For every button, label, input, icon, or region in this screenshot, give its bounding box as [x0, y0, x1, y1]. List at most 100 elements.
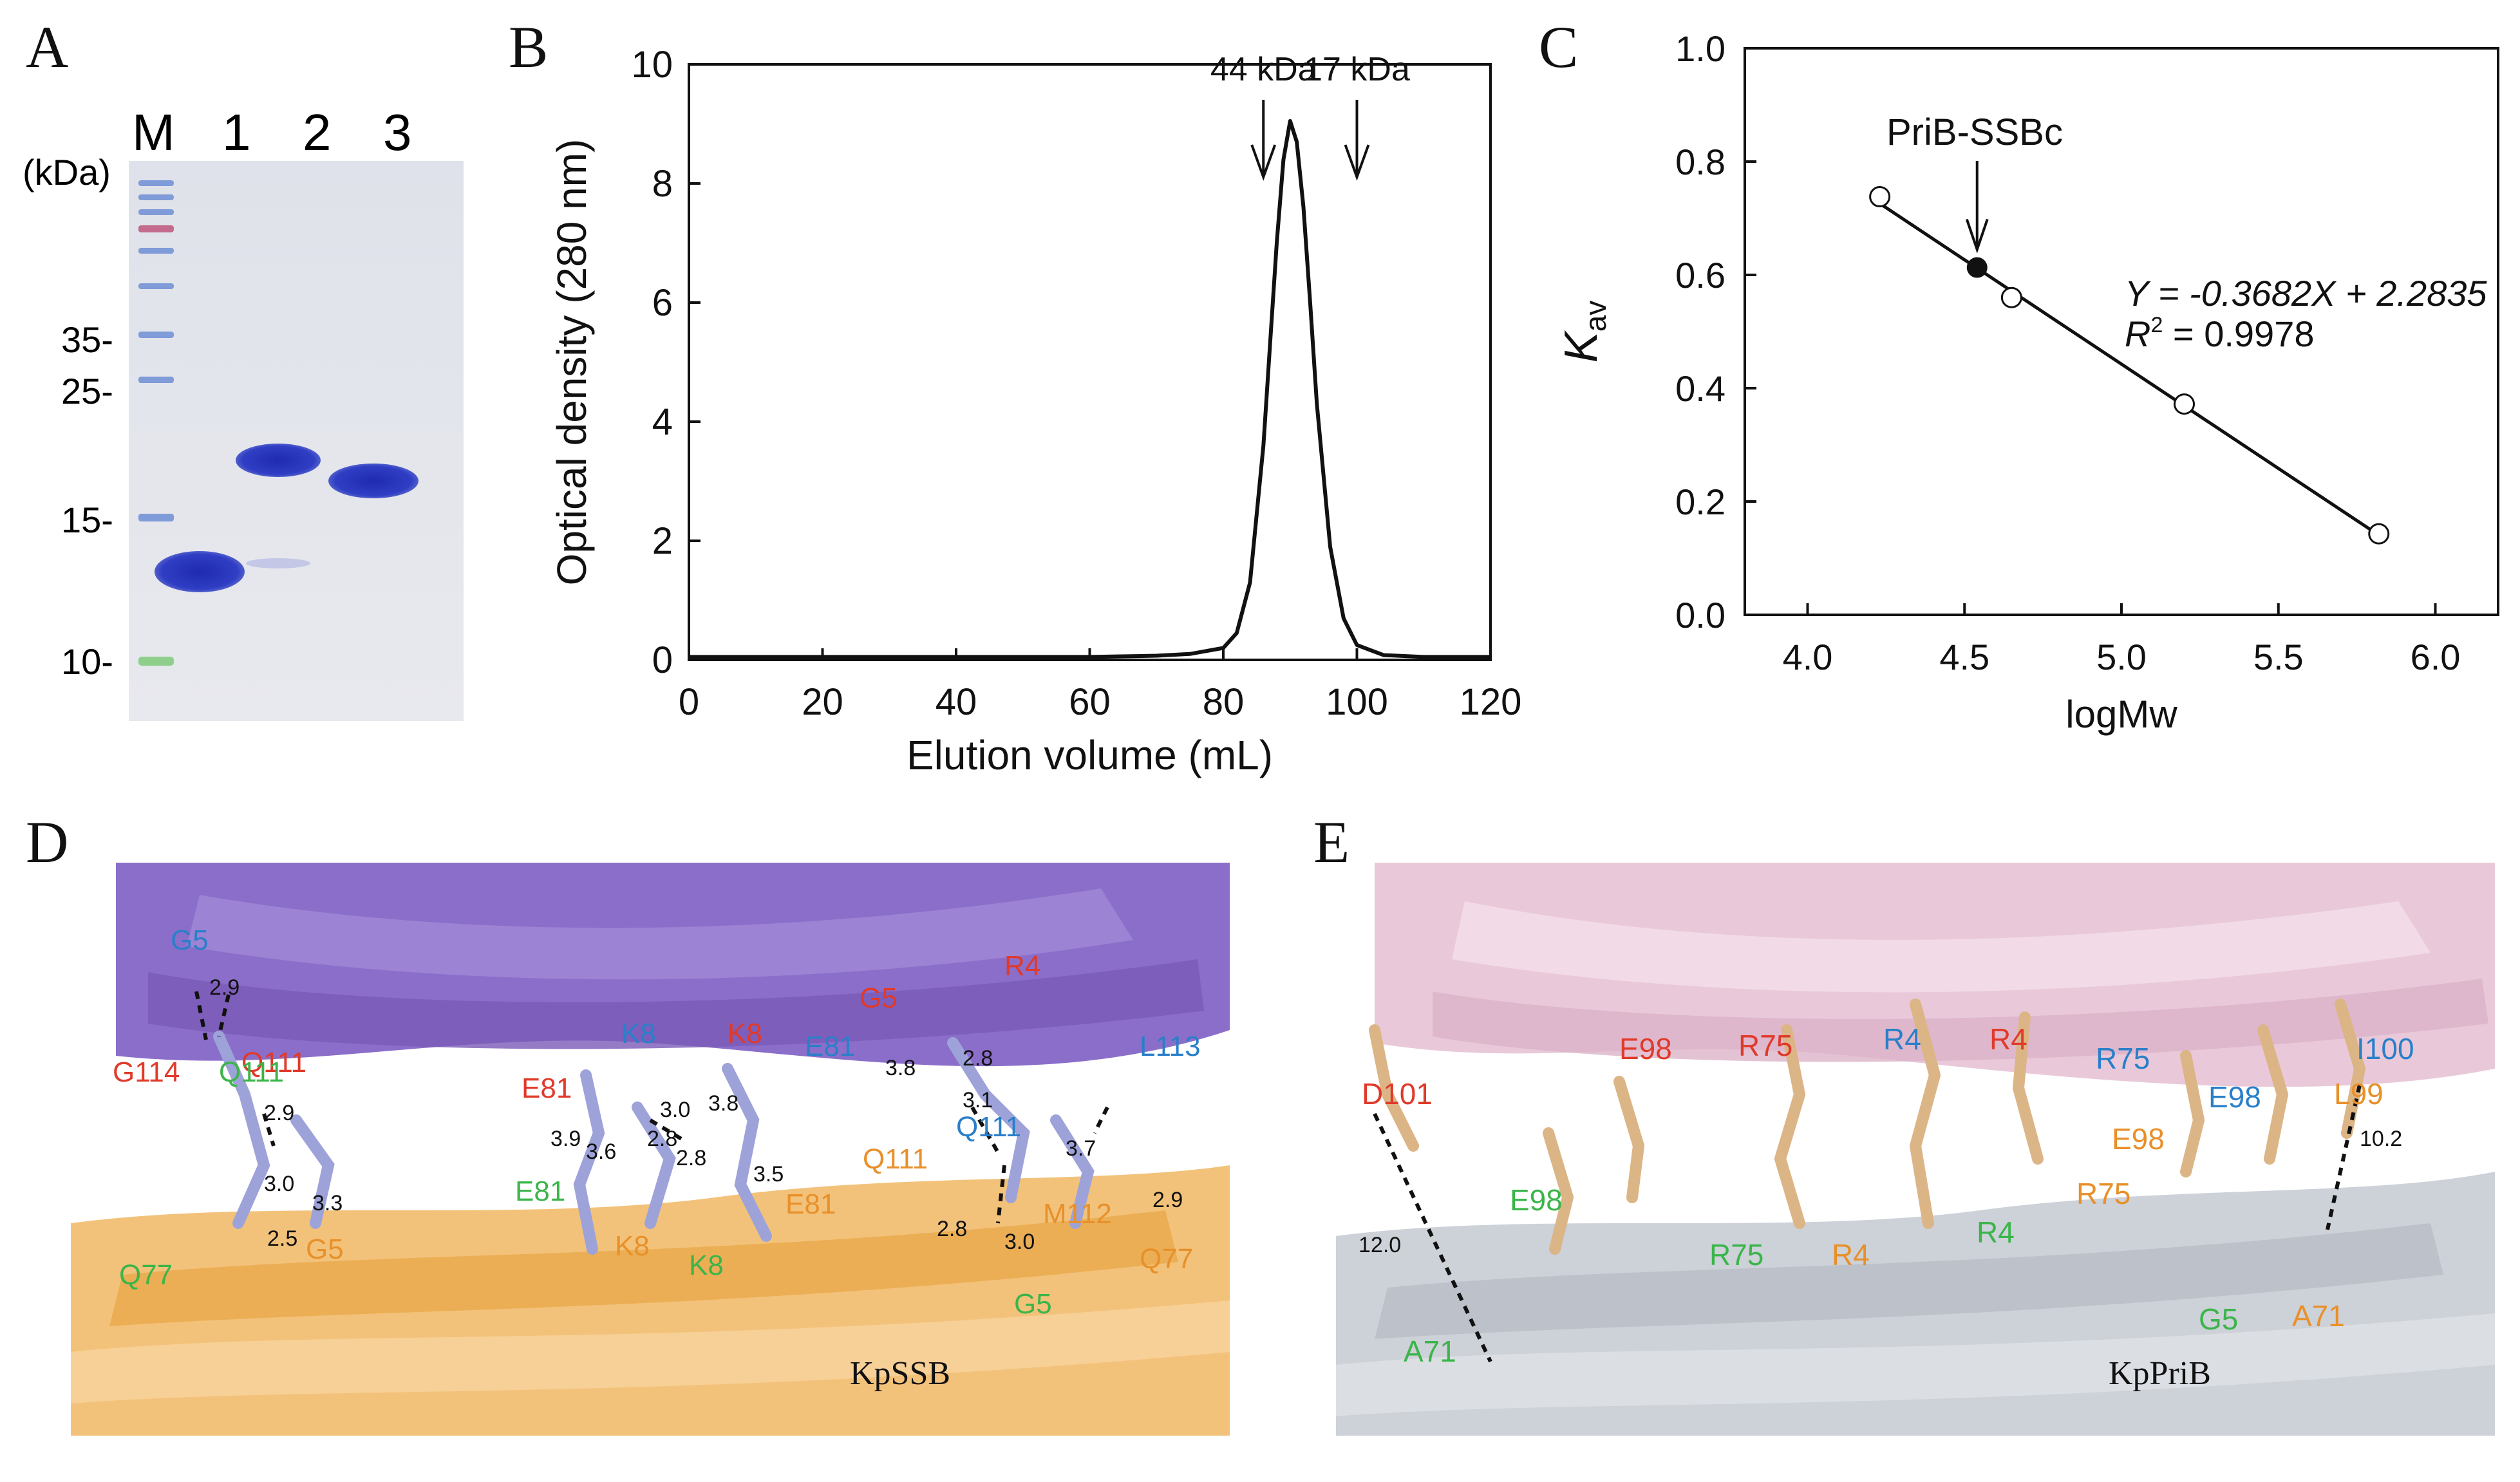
arrow-label: 44 kDa	[1210, 51, 1317, 88]
lane-label-1: 1	[222, 104, 251, 161]
standard-point	[1869, 186, 1891, 208]
y-tick-label: 0.2	[1675, 482, 1725, 522]
lane-label-3: 3	[383, 104, 412, 161]
y-axis-label: Optical density (280 nm)	[549, 139, 595, 586]
residue-label: A71	[1404, 1335, 1456, 1368]
residue-label: A71	[2292, 1299, 2345, 1333]
residue-label: R75	[2076, 1177, 2130, 1210]
x-tick-label: 4.5	[1939, 637, 1989, 677]
kppriB-structure: D101 E98 R75 R4 R4 R75 E98 R75 R4 R4 R75…	[1336, 863, 2495, 1436]
gel-unit-label: (kDa)	[23, 152, 111, 192]
standard-point	[2368, 523, 2390, 545]
residue-label: G5	[2199, 1302, 2238, 1336]
x-axis-label: logMw	[2065, 693, 2177, 736]
fit-r2: R2 = 0.9978	[2125, 313, 2314, 354]
residue-label: Q77	[119, 1259, 173, 1291]
y-tick-label: 0	[652, 639, 673, 681]
marker-arrowhead	[1250, 144, 1277, 181]
y-tick-label: 4	[652, 401, 673, 443]
marker-35: 35-	[61, 319, 113, 360]
y-axis-label: Kav	[1556, 301, 1612, 363]
plot-frame	[688, 63, 1492, 661]
distance-label: 3.0	[1004, 1230, 1035, 1254]
x-tick-label: 80	[1203, 681, 1245, 723]
distance-label: 10.2	[2360, 1127, 2402, 1151]
gel-image	[129, 161, 464, 721]
x-tick-label: 5.0	[2096, 637, 2147, 677]
residue-label: G5	[171, 924, 209, 956]
residue-label: R75	[2096, 1042, 2150, 1075]
fit-line	[1879, 202, 2380, 537]
distance-label: 2.8	[676, 1146, 706, 1170]
elution-curve	[689, 118, 1490, 659]
marker-10: 10-	[61, 641, 113, 682]
distance-label: 12.0	[1359, 1233, 1401, 1257]
distance-label: 2.8	[963, 1046, 993, 1071]
residue-label: E98	[2112, 1122, 2165, 1156]
distance-label: 3.8	[708, 1091, 738, 1116]
residue-label: L99	[2334, 1077, 2384, 1111]
residue-label: M112	[1043, 1198, 1112, 1230]
residue-label: E98	[2208, 1080, 2261, 1114]
distance-label: 2.8	[647, 1127, 677, 1151]
distance-label: 3.0	[660, 1098, 690, 1122]
x-tick-label: 40	[936, 681, 977, 723]
residue-label: E81	[785, 1188, 836, 1220]
panel-b-letter: B	[509, 14, 549, 80]
x-tick-label: 120	[1460, 681, 1522, 723]
sample-arrowhead	[1965, 218, 1989, 254]
residue-label: R75	[1709, 1238, 1763, 1271]
protein-label-kpssb: KpSSB	[850, 1355, 950, 1392]
panel-d-letter: D	[26, 809, 69, 875]
residue-label: Q111	[956, 1111, 1021, 1143]
distance-label: 3.8	[885, 1056, 916, 1080]
distance-label: 3.0	[264, 1172, 294, 1196]
distance-label: 3.3	[312, 1191, 343, 1215]
y-tick-label: 6	[652, 282, 673, 324]
kpssb-structure: G5 Q111 G114 Q111 Q77 G5 E81 K8 K8 E81 E…	[71, 863, 1230, 1436]
y-tick-label: 0.4	[1675, 368, 1725, 409]
residue-label: G5	[860, 982, 898, 1014]
x-axis-label: Elution volume (mL)	[907, 732, 1273, 778]
x-tick-label: 5.5	[2253, 637, 2304, 677]
y-tick-label: 0.0	[1675, 595, 1725, 635]
residue-label: I100	[2356, 1032, 2414, 1065]
arrow-label: 17 kDa	[1304, 51, 1410, 88]
marker-25: 25-	[61, 371, 113, 411]
y-tick-label: 0.8	[1675, 142, 1725, 182]
residue-label: R75	[1738, 1029, 1792, 1062]
lane-label-2: 2	[303, 104, 332, 161]
ladder-bands	[138, 180, 174, 666]
residue-label: D101	[1362, 1077, 1433, 1111]
x-tick-label: 6.0	[2411, 637, 2461, 677]
residue-label: L113	[1140, 1031, 1201, 1062]
distance-label: 3.9	[550, 1127, 581, 1151]
x-tick-label: 100	[1326, 681, 1388, 723]
residue-label: R4	[1977, 1215, 2015, 1249]
y-tick-label: 2	[652, 520, 673, 562]
lane3-band	[328, 464, 418, 498]
lane1-band	[155, 551, 245, 592]
x-tick-label: 20	[802, 681, 843, 723]
distance-label: 2.9	[209, 975, 240, 1000]
residue-label: E98	[1510, 1183, 1563, 1217]
fit-equation: Y = -0.3682X + 2.2835	[2125, 273, 2487, 314]
residue-label: E81	[522, 1073, 572, 1104]
residue-label: Q77	[1140, 1243, 1193, 1275]
elution-chart: 0 20 40 60 80 100 120 0 2 4 6 8 10 Elution volume (mL…	[549, 44, 1522, 778]
distance-label: 3.1	[963, 1088, 993, 1112]
distance-label: 2.8	[937, 1217, 967, 1241]
residue-label: Q111	[219, 1056, 284, 1088]
y-tick-label: 8	[652, 163, 673, 205]
x-tick-label: 60	[1069, 681, 1111, 723]
calibration-chart: PriB-SSBc Y = -0.3682X + 2.2835 R2 = 0.9…	[1556, 28, 2499, 736]
residue-label: Q111	[241, 1047, 306, 1078]
residue-label: K8	[728, 1018, 762, 1049]
residue-label: G5	[1014, 1288, 1052, 1320]
residue-label: E81	[515, 1176, 565, 1207]
marker-arrowhead	[1344, 144, 1370, 181]
lane-label-m: M	[132, 104, 175, 161]
distance-label: 2.9	[1152, 1188, 1183, 1212]
y-tick-label: 10	[631, 44, 673, 86]
x-tick-label: 0	[679, 681, 699, 723]
